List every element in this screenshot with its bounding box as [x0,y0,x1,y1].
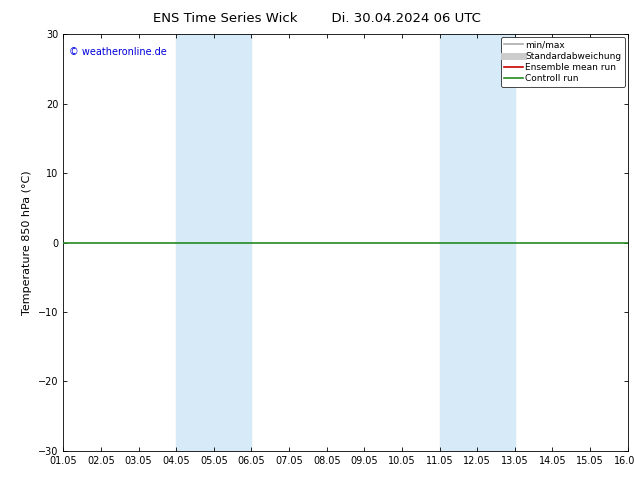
Text: ENS Time Series Wick        Di. 30.04.2024 06 UTC: ENS Time Series Wick Di. 30.04.2024 06 U… [153,12,481,25]
Bar [439,34,515,451]
Y-axis label: Temperature 850 hPa (°C): Temperature 850 hPa (°C) [22,170,32,315]
Text: © weatheronline.de: © weatheronline.de [69,47,167,57]
Bar [176,34,252,451]
Legend: min/max, Standardabweichung, Ensemble mean run, Controll run: min/max, Standardabweichung, Ensemble me… [501,37,625,87]
